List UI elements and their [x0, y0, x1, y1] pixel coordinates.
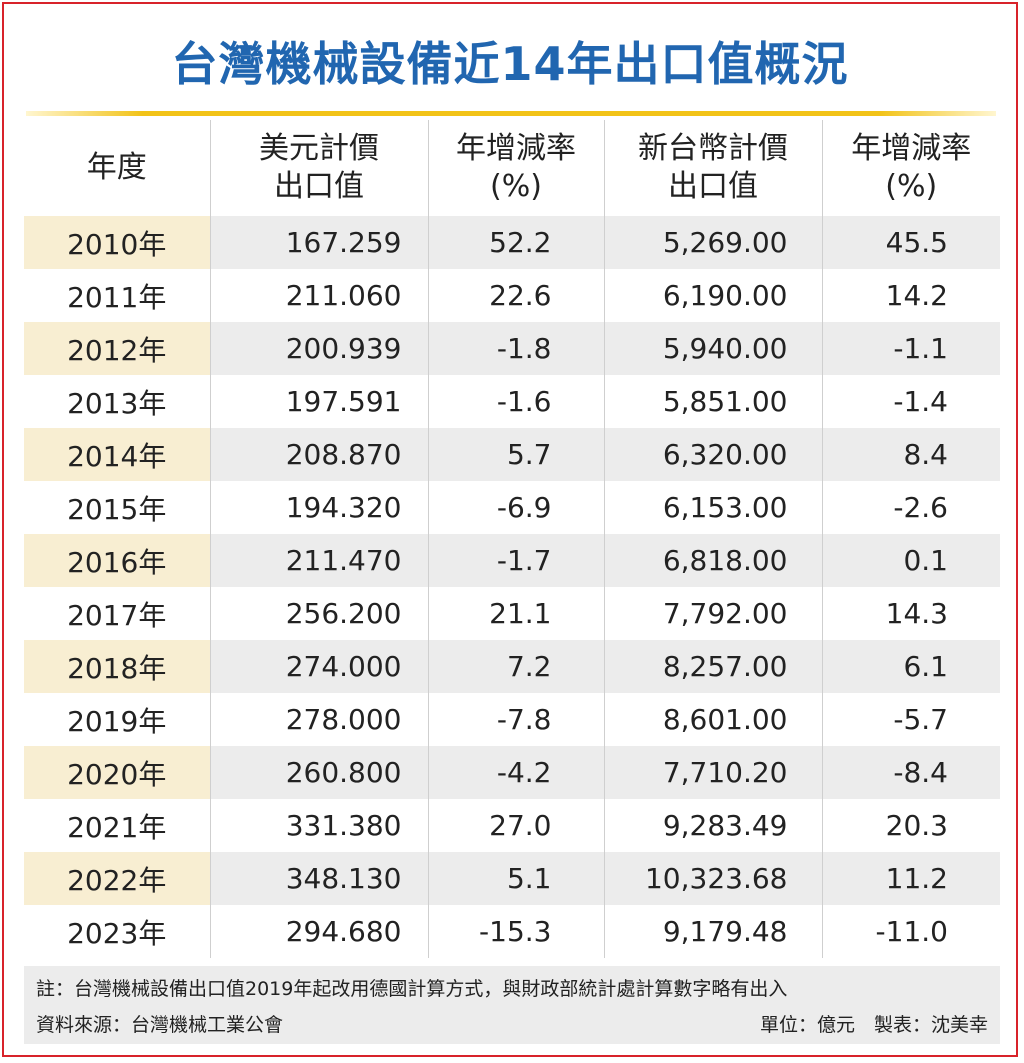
header-year: 年度 — [86, 150, 147, 185]
usd-growth-cell: 21.1 — [427, 587, 604, 640]
header-usd-growth: 年增減率 (%) — [427, 120, 604, 216]
usd-growth-cell: -6.9 — [427, 481, 604, 534]
year-cell: 2010年 — [24, 216, 210, 269]
table-row: 2015年 194.320 -6.9 6,153.00 -2.6 — [24, 481, 1000, 534]
twd-value-cell: 7,710.20 — [603, 746, 822, 799]
twd-value-cell: 9,283.49 — [603, 799, 822, 852]
table-row: 2018年 274.000 7.2 8,257.00 6.1 — [24, 640, 1000, 693]
twd-value-cell: 5,940.00 — [603, 322, 822, 375]
twd-value-cell: 9,179.48 — [603, 905, 822, 958]
year-cell: 2023年 — [67, 916, 167, 950]
year-cell: 2011年 — [67, 280, 167, 314]
table-body: 2010年 167.259 52.2 5,269.00 45.5 2011年 211.060… — [24, 216, 1000, 958]
usd-value-cell: 278.000 — [209, 693, 428, 746]
usd-growth-cell: 5.7 — [427, 428, 604, 481]
twd-value-cell: 5,851.00 — [603, 375, 822, 428]
unit-and-credit: 單位：億元 製表：沈美幸 — [759, 1014, 988, 1036]
twd-value-cell: 8,601.00 — [603, 693, 822, 746]
year-cell: 2018年 — [24, 640, 210, 693]
twd-growth-cell: 0.1 — [821, 534, 1000, 587]
usd-value-cell: 208.870 — [209, 428, 428, 481]
table-row: 2022年 348.130 5.1 10,323.68 11.2 — [24, 852, 1000, 905]
year-cell: 2020年 — [24, 746, 210, 799]
twd-growth-cell: 6.1 — [821, 640, 1000, 693]
data-source: 資料來源：台灣機械工業公會 — [36, 1014, 284, 1036]
twd-value-cell: 6,190.00 — [603, 269, 822, 322]
twd-value-cell: 8,257.00 — [603, 640, 822, 693]
twd-growth-cell: -2.6 — [821, 481, 1000, 534]
table-row: 2016年 211.470 -1.7 6,818.00 0.1 — [24, 534, 1000, 587]
usd-value-cell: 274.000 — [209, 640, 428, 693]
usd-growth-cell: -15.3 — [427, 905, 604, 958]
table-row: 2021年 331.380 27.0 9,283.49 20.3 — [24, 799, 1000, 852]
footer-box: 註：台灣機械設備出口值2019年起改用德國計算方式，與財政部統計處計算數字略有出… — [24, 966, 1000, 1044]
twd-growth-cell: 20.3 — [821, 799, 1000, 852]
export-table: 年度 美元計價 出口值 年增減率 (%) 新台幣計價 出口值 年增減率 (%) … — [24, 120, 1000, 958]
twd-growth-cell: -5.7 — [821, 693, 1000, 746]
twd-growth-cell: 14.2 — [821, 269, 1000, 322]
year-cell: 2019年 — [67, 704, 167, 738]
year-cell: 2013年 — [67, 386, 167, 420]
usd-growth-cell: 22.6 — [427, 269, 604, 322]
twd-value-cell: 5,269.00 — [603, 216, 822, 269]
usd-growth-cell: 7.2 — [427, 640, 604, 693]
twd-growth-cell: -11.0 — [821, 905, 1000, 958]
usd-value-cell: 200.939 — [209, 322, 428, 375]
usd-growth-cell: 52.2 — [427, 216, 604, 269]
usd-value-cell: 211.470 — [209, 534, 428, 587]
usd-value-cell: 294.680 — [209, 905, 428, 958]
usd-growth-cell: -7.8 — [427, 693, 604, 746]
twd-growth-cell: -1.4 — [821, 375, 1000, 428]
usd-growth-cell: -1.6 — [427, 375, 604, 428]
header-usd-value: 美元計價 出口值 — [209, 120, 428, 216]
twd-value-cell: 6,818.00 — [603, 534, 822, 587]
usd-growth-cell: -1.8 — [427, 322, 604, 375]
twd-value-cell: 6,153.00 — [603, 481, 822, 534]
year-cell: 2017年 — [67, 598, 167, 632]
table-row: 2023年 294.680 -15.3 9,179.48 -11.0 — [24, 905, 1000, 958]
twd-growth-cell: 45.5 — [821, 216, 1000, 269]
usd-growth-cell: -1.7 — [427, 534, 604, 587]
footnote: 註：台灣機械設備出口值2019年起改用德國計算方式，與財政部統計處計算數字略有出… — [36, 978, 788, 1000]
table-row: 2012年 200.939 -1.8 5,940.00 -1.1 — [24, 322, 1000, 375]
year-cell: 2014年 — [24, 428, 210, 481]
table-row: 2019年 278.000 -7.8 8,601.00 -5.7 — [24, 693, 1000, 746]
twd-growth-cell: 14.3 — [821, 587, 1000, 640]
twd-value-cell: 10,323.68 — [603, 852, 822, 905]
header-row: 年度 美元計價 出口值 年增減率 (%) 新台幣計價 出口值 年增減率 (%) — [24, 120, 1000, 216]
usd-growth-cell: 5.1 — [427, 852, 604, 905]
table-row: 2017年 256.200 21.1 7,792.00 14.3 — [24, 587, 1000, 640]
twd-growth-cell: -8.4 — [821, 746, 1000, 799]
chart-title: 台灣機械設備近14年出口值概況 — [171, 37, 849, 91]
usd-value-cell: 331.380 — [209, 799, 428, 852]
header-twd-growth: 年增減率 (%) — [821, 120, 1000, 216]
table-row: 2011年 211.060 22.6 6,190.00 14.2 — [24, 269, 1000, 322]
twd-value-cell: 7,792.00 — [603, 587, 822, 640]
year-cell: 2015年 — [67, 492, 167, 526]
usd-growth-cell: 27.0 — [427, 799, 604, 852]
year-cell: 2016年 — [24, 534, 210, 587]
twd-growth-cell: 8.4 — [821, 428, 1000, 481]
header-twd-value: 新台幣計價 出口值 — [603, 120, 822, 216]
usd-value-cell: 197.591 — [209, 375, 428, 428]
usd-value-cell: 348.130 — [209, 852, 428, 905]
year-cell: 2022年 — [24, 852, 210, 905]
table-row: 2014年 208.870 5.7 6,320.00 8.4 — [24, 428, 1000, 481]
usd-value-cell: 194.320 — [209, 481, 428, 534]
year-cell: 2021年 — [67, 810, 167, 844]
year-cell: 2012年 — [24, 322, 210, 375]
usd-value-cell: 167.259 — [209, 216, 428, 269]
usd-growth-cell: -4.2 — [427, 746, 604, 799]
title-underline — [26, 111, 996, 116]
twd-value-cell: 6,320.00 — [603, 428, 822, 481]
twd-growth-cell: -1.1 — [821, 322, 1000, 375]
table-row: 2010年 167.259 52.2 5,269.00 45.5 — [24, 216, 1000, 269]
table-row: 2013年 197.591 -1.6 5,851.00 -1.4 — [24, 375, 1000, 428]
twd-growth-cell: 11.2 — [821, 852, 1000, 905]
usd-value-cell: 256.200 — [209, 587, 428, 640]
usd-value-cell: 260.800 — [209, 746, 428, 799]
table-row: 2020年 260.800 -4.2 7,710.20 -8.4 — [24, 746, 1000, 799]
usd-value-cell: 211.060 — [209, 269, 428, 322]
